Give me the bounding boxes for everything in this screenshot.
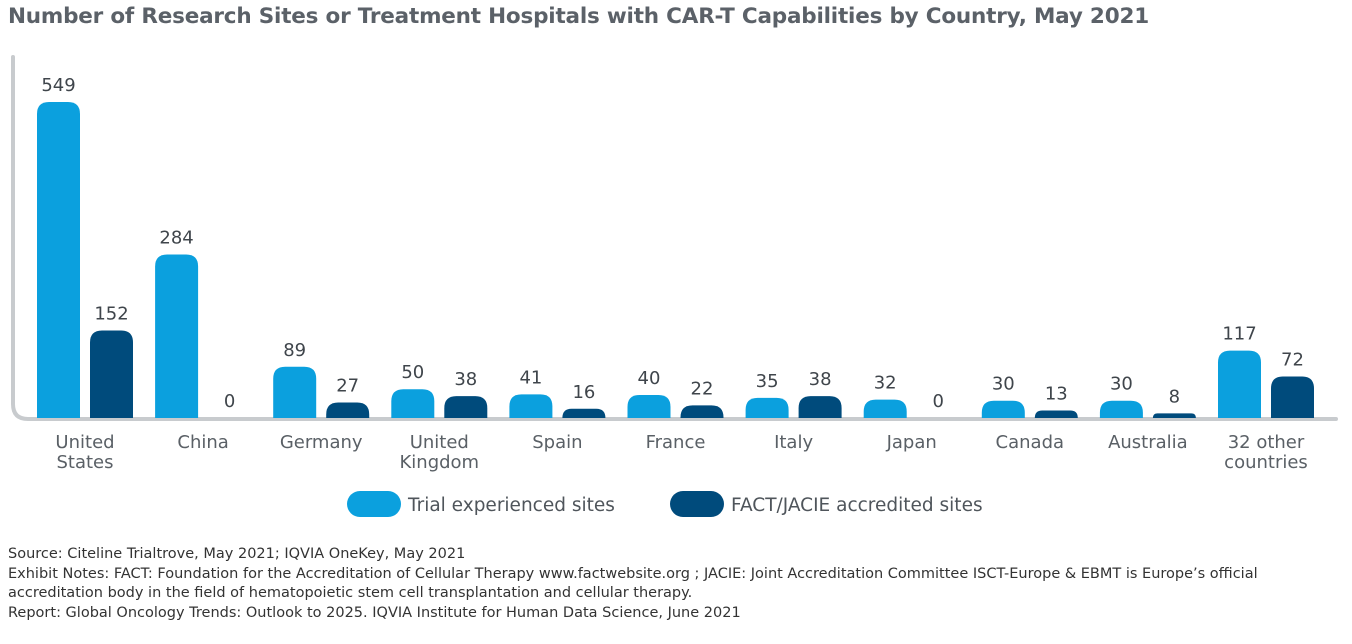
bar-accredited-4 (562, 408, 606, 418)
bar-accredited-3 (444, 396, 488, 418)
data-label: 117 (1222, 324, 1256, 345)
category-label: United (410, 432, 469, 453)
chart-notes: Source: Citeline Trialtrove, May 2021; I… (8, 545, 1344, 623)
category-label: United (55, 432, 114, 453)
legend-label: Trial experienced sites (407, 495, 615, 516)
bar-accredited-8 (1034, 410, 1078, 418)
data-label: 27 (336, 375, 359, 396)
data-label: 152 (94, 304, 128, 325)
data-label: 50 (401, 362, 424, 383)
data-label: 22 (691, 378, 714, 399)
category-label: Australia (1108, 432, 1188, 453)
data-label: 13 (1045, 384, 1068, 405)
bar-trial-10 (1218, 350, 1261, 418)
category-label: Germany (280, 432, 363, 453)
data-label: 16 (572, 382, 595, 403)
bar-trial-1 (155, 254, 199, 418)
bar-trial-4 (509, 394, 553, 418)
bar-accredited-9 (1152, 413, 1196, 418)
source-note: Source: Citeline Trialtrove, May 2021; I… (8, 546, 466, 562)
data-label: 0 (224, 391, 235, 412)
category-label: 32 other (1228, 432, 1305, 453)
legend-label: FACT/JACIE accredited sites (731, 495, 983, 516)
bar-accredited-0 (90, 330, 133, 418)
data-label: 89 (283, 340, 306, 361)
data-label: 30 (1110, 374, 1133, 395)
report-note: Report: Global Oncology Trends: Outlook … (8, 604, 741, 621)
data-label: 32 (874, 373, 897, 394)
axis-line (11, 55, 1338, 421)
bar-chart: 549152UnitedStates2840China8927Germany50… (11, 55, 1338, 517)
category-label: Canada (996, 432, 1065, 453)
legend-swatch-accredited (670, 491, 724, 517)
category-label: Kingdom (399, 452, 479, 473)
bar-trial-5 (627, 394, 671, 418)
bar-trial-6 (745, 397, 789, 418)
data-label: 38 (454, 369, 477, 390)
bar-trial-0 (37, 102, 80, 418)
category-label: countries (1224, 452, 1308, 473)
category-label: States (56, 452, 113, 473)
data-label: 8 (1169, 386, 1180, 407)
data-label: 284 (159, 228, 193, 249)
bar-accredited-5 (680, 405, 724, 418)
bar-trial-2 (273, 366, 317, 418)
category-label: France (646, 432, 706, 453)
data-label: 40 (638, 368, 661, 389)
legend-swatch-trial (347, 491, 401, 517)
data-label: 38 (809, 369, 832, 390)
bar-trial-7 (863, 399, 907, 418)
data-label: 549 (41, 75, 75, 96)
bar-trial-3 (391, 389, 435, 418)
data-label: 35 (756, 371, 779, 392)
bar-trial-8 (981, 400, 1025, 418)
chart-title: Number of Research Sites or Treatment Ho… (8, 4, 1149, 29)
category-label: Japan (886, 432, 937, 453)
data-label: 0 (932, 391, 943, 412)
data-label: 41 (519, 367, 542, 388)
category-label: Italy (774, 432, 813, 453)
category-label: China (177, 432, 228, 453)
exhibit-note: Exhibit Notes: FACT: Foundation for the … (8, 565, 1258, 602)
bar-trial-9 (1099, 400, 1143, 418)
category-label: Spain (532, 432, 582, 453)
data-label: 72 (1281, 350, 1304, 371)
data-label: 30 (992, 374, 1015, 395)
bar-accredited-6 (798, 396, 842, 418)
bar-accredited-10 (1271, 376, 1314, 418)
bar-accredited-2 (326, 402, 370, 418)
